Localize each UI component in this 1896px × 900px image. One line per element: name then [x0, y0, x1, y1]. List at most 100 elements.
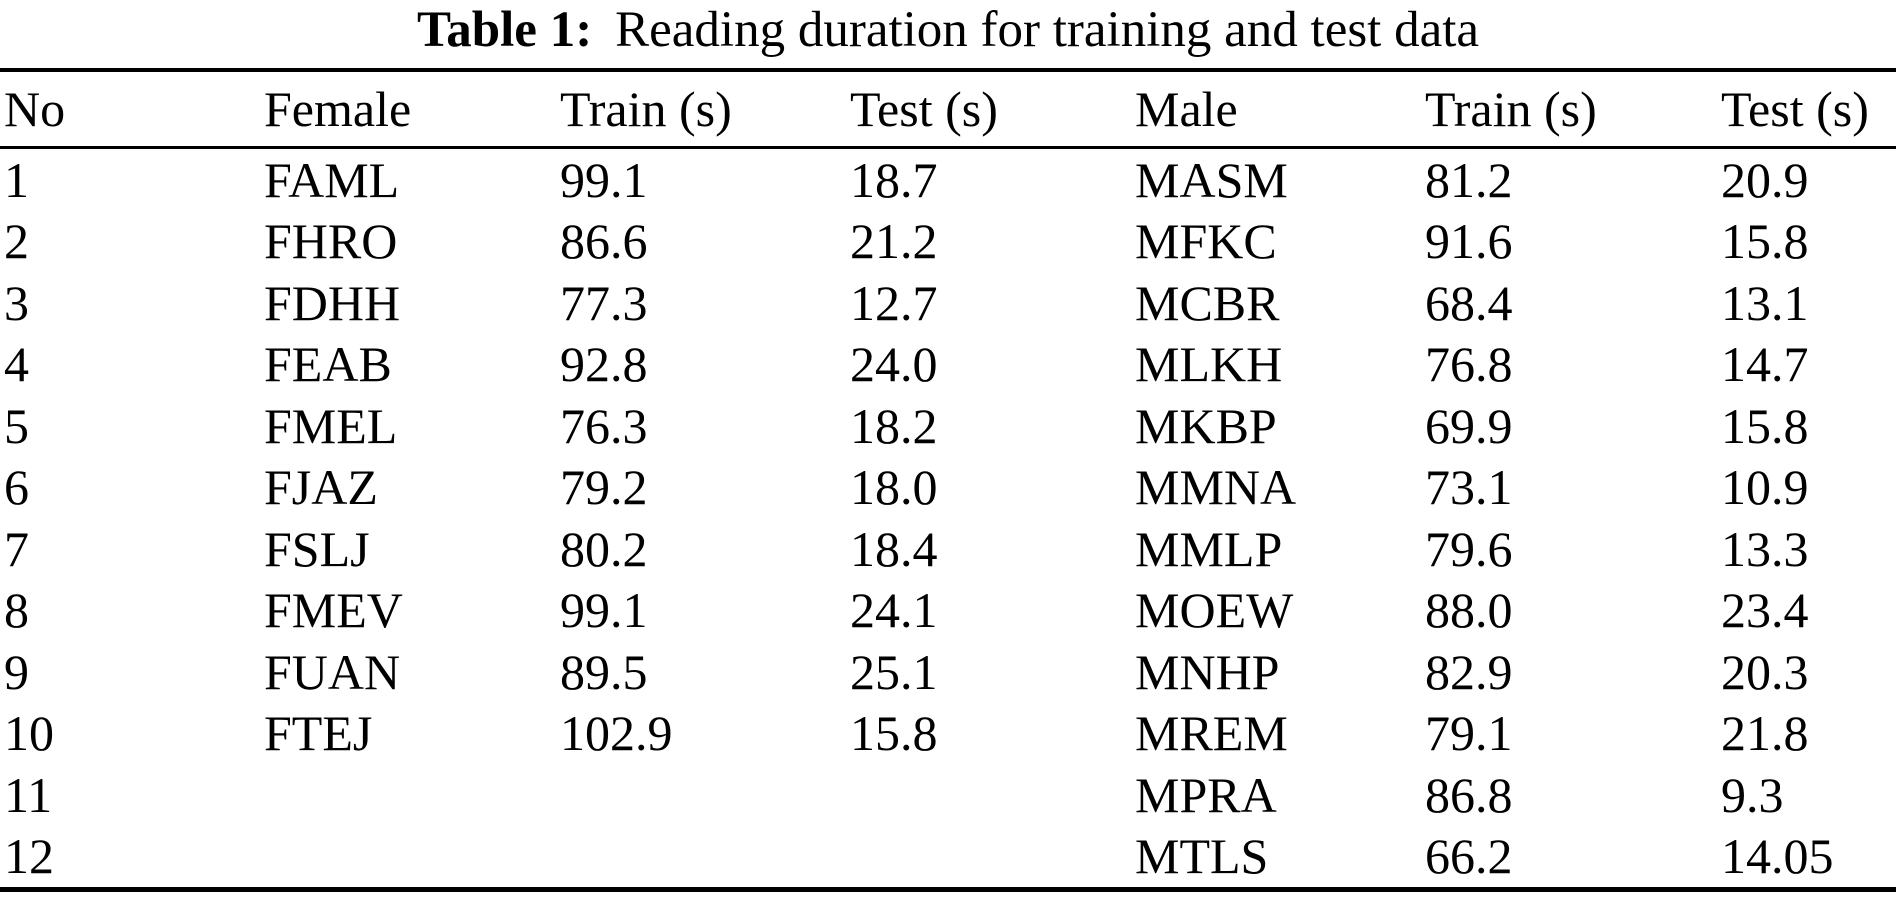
column-header-female: Female: [260, 70, 556, 149]
cell-male-test: 15.8: [1721, 397, 1809, 454]
cell-male-test: 20.9: [1721, 151, 1809, 208]
cell-female-code: FMEV: [264, 582, 403, 639]
column-header-male-test: Test (s): [1717, 70, 1896, 149]
cell-no: 2: [4, 213, 29, 270]
cell-male-train: 91.6: [1425, 213, 1513, 270]
cell-male-test: 15.8: [1721, 213, 1809, 270]
table-header: No Female Train (s) Test (s) Male Train …: [0, 70, 1896, 149]
cell-female-test: 21.2: [850, 213, 938, 270]
cell-female-code: FHRO: [264, 213, 398, 270]
cell-female-train: 86.6: [560, 213, 648, 270]
cell-no: 4: [4, 336, 29, 393]
cell-male-train: 66.2: [1425, 828, 1513, 885]
column-header-male-train: Train (s): [1421, 70, 1717, 149]
cell-male-train: 88.0: [1425, 582, 1513, 639]
cell-male-code: MTLS: [1135, 828, 1269, 885]
cell-female-train: 76.3: [560, 397, 648, 454]
cell-female-code: FMEL: [264, 397, 398, 454]
cell-female-train: 79.2: [560, 459, 648, 516]
cell-male-code: MNHP: [1135, 643, 1280, 700]
cell-no: 12: [4, 828, 54, 885]
table-body: 1 FAML 99.1 18.7 MASM 81.2 20.9 2 FHRO 8…: [0, 148, 1896, 890]
table-row: 2 FHRO 86.6 21.2 MFKC 91.6 15.8: [0, 211, 1896, 273]
table-row: 1 FAML 99.1 18.7 MASM 81.2 20.9: [0, 148, 1896, 211]
table-row: 7 FSLJ 80.2 18.4 MMLP 79.6 13.3: [0, 518, 1896, 580]
cell-male-train: 86.8: [1425, 766, 1513, 823]
cell-male-code: MPRA: [1135, 766, 1277, 823]
cell-female-code: FJAZ: [264, 459, 378, 516]
cell-male-test: 9.3: [1721, 766, 1784, 823]
cell-female-train: 89.5: [560, 643, 648, 700]
cell-male-code: MLKH: [1135, 336, 1283, 393]
cell-male-test: 13.3: [1721, 520, 1809, 577]
cell-male-test: 21.8: [1721, 705, 1809, 762]
cell-male-test: 10.9: [1721, 459, 1809, 516]
cell-female-train: [556, 826, 846, 890]
cell-male-train: 81.2: [1425, 151, 1513, 208]
cell-no: 6: [4, 459, 29, 516]
cell-female-code: [260, 764, 556, 826]
cell-male-test: 23.4: [1721, 582, 1809, 639]
cell-female-test: [846, 764, 1131, 826]
table-row: 5 FMEL 76.3 18.2 MKBP 69.9 15.8: [0, 395, 1896, 457]
table-row: 11 MPRA 86.8 9.3: [0, 764, 1896, 826]
cell-female-test: 18.7: [850, 151, 938, 208]
cell-female-test: 15.8: [850, 705, 938, 762]
table-caption: Table 1: Reading duration for training an…: [0, 0, 1896, 64]
cell-male-test: 20.3: [1721, 643, 1809, 700]
cell-female-code: FDHH: [264, 274, 401, 331]
cell-female-code: FEAB: [264, 336, 392, 393]
cell-female-train: 77.3: [560, 274, 648, 331]
reading-duration-table: No Female Train (s) Test (s) Male Train …: [0, 68, 1896, 892]
cell-male-train: 69.9: [1425, 397, 1513, 454]
header-row: No Female Train (s) Test (s) Male Train …: [0, 70, 1896, 149]
cell-no: 11: [4, 766, 53, 823]
cell-male-test: 13.1: [1721, 274, 1809, 331]
cell-male-code: MCBR: [1135, 274, 1280, 331]
table-row: 9 FUAN 89.5 25.1 MNHP 82.9 20.3: [0, 641, 1896, 703]
cell-female-code: FSLJ: [264, 520, 370, 577]
column-header-female-train: Train (s): [556, 70, 846, 149]
cell-no: 3: [4, 274, 29, 331]
cell-no: 1: [4, 151, 29, 208]
cell-female-test: 24.0: [850, 336, 938, 393]
table-row: 8 FMEV 99.1 24.1 MOEW 88.0 23.4: [0, 580, 1896, 642]
table-row: 3 FDHH 77.3 12.7 MCBR 68.4 13.1: [0, 272, 1896, 334]
cell-female-code: FTEJ: [264, 705, 373, 762]
cell-female-train: [556, 764, 846, 826]
cell-male-code: MKBP: [1135, 397, 1277, 454]
cell-female-train: 99.1: [560, 582, 648, 639]
cell-female-test: 18.2: [850, 397, 938, 454]
cell-female-test: 12.7: [850, 274, 938, 331]
cell-male-train: 79.1: [1425, 705, 1513, 762]
cell-male-code: MOEW: [1135, 582, 1294, 639]
table-caption-label: Table 1:: [416, 2, 593, 58]
cell-male-code: MMLP: [1135, 520, 1283, 577]
table-row: 10 FTEJ 102.9 15.8 MREM 79.1 21.8: [0, 703, 1896, 765]
cell-male-train: 73.1: [1425, 459, 1513, 516]
table-caption-text: Reading duration for training and test d…: [615, 2, 1480, 58]
cell-female-train: 99.1: [560, 151, 648, 208]
table-row: 4 FEAB 92.8 24.0 MLKH 76.8 14.7: [0, 334, 1896, 396]
cell-no: 5: [4, 397, 29, 454]
cell-female-test: [846, 826, 1131, 890]
cell-no: 7: [4, 520, 29, 577]
cell-female-code: [260, 826, 556, 890]
cell-female-code: FUAN: [264, 643, 401, 700]
cell-male-test: 14.05: [1721, 828, 1834, 885]
column-header-no: No: [0, 70, 260, 149]
table-row: 6 FJAZ 79.2 18.0 MMNA 73.1 10.9: [0, 457, 1896, 519]
cell-female-test: 25.1: [850, 643, 938, 700]
cell-female-test: 18.4: [850, 520, 938, 577]
cell-female-code: FAML: [264, 151, 400, 208]
cell-no: 8: [4, 582, 29, 639]
cell-male-train: 68.4: [1425, 274, 1513, 331]
cell-male-code: MFKC: [1135, 213, 1277, 270]
cell-no: 10: [4, 705, 54, 762]
cell-female-test: 18.0: [850, 459, 938, 516]
cell-female-train: 102.9: [560, 705, 673, 762]
column-header-male: Male: [1131, 70, 1421, 149]
cell-male-code: MASM: [1135, 151, 1288, 208]
cell-female-train: 92.8: [560, 336, 648, 393]
